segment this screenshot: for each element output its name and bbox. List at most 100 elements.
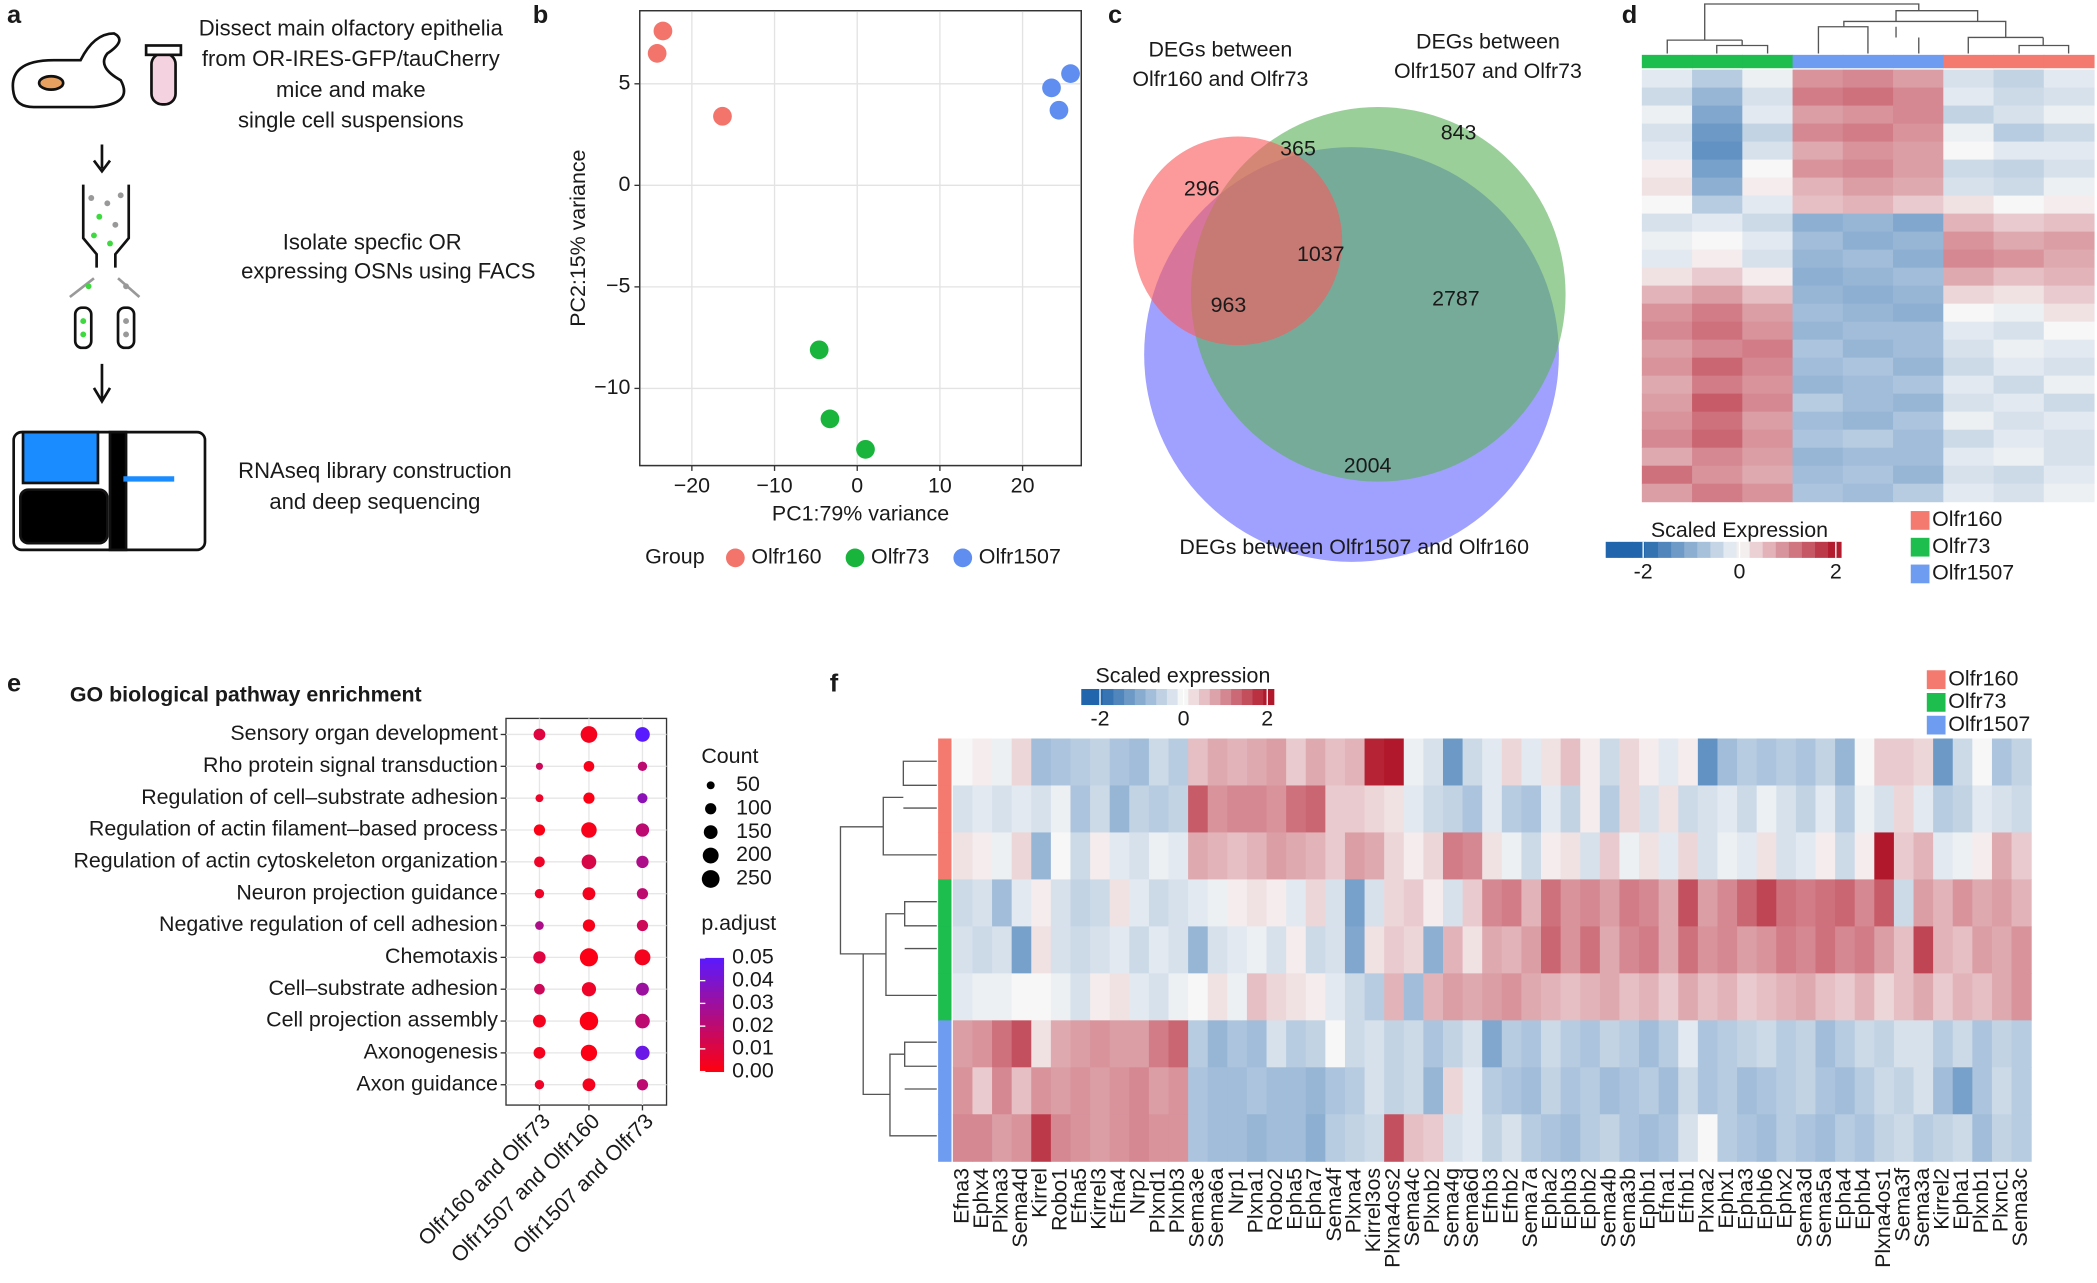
heatmap-cell <box>1011 1020 1032 1068</box>
tube <box>116 306 136 350</box>
gene-label: Epha7 <box>1302 1168 1326 1230</box>
colorbar-label: -2 <box>1634 559 1653 583</box>
colorbar-step <box>1241 688 1253 706</box>
heatmap-cell <box>1658 738 1679 787</box>
heatmap-cell <box>1641 195 1693 215</box>
colorbar-step <box>699 986 725 993</box>
heatmap-cell <box>1580 1020 1601 1068</box>
heatmap-cell <box>1742 483 1794 503</box>
heatmap-cell <box>972 832 993 880</box>
heatmap-cell <box>1384 738 1405 787</box>
heatmap-cell <box>1619 1114 1640 1162</box>
step-text: single cell suspensions <box>238 108 464 133</box>
heatmap-cell <box>1207 926 1228 974</box>
heatmap-cell <box>1070 832 1091 880</box>
heatmap-cell <box>1641 393 1693 413</box>
gene-label: Kirrel3os <box>1361 1168 1385 1252</box>
heatmap-cell <box>1874 973 1895 1021</box>
dot <box>534 888 545 899</box>
heatmap-cell <box>1639 785 1660 833</box>
step-text: and deep sequencing <box>269 489 480 514</box>
heatmap-cell <box>2011 879 2032 927</box>
heatmap-cell <box>1541 738 1562 787</box>
heatmap-cell <box>1842 177 1894 197</box>
heatmap-cell <box>1842 321 1894 341</box>
heatmap-cell <box>1658 926 1679 974</box>
heatmap-cell <box>1129 1020 1150 1068</box>
legend-title: p.adjust <box>701 911 776 935</box>
heatmap-cell <box>1207 1067 1228 1115</box>
heatmap-cell <box>1560 926 1581 974</box>
colorbar-step <box>1081 688 1093 706</box>
set-label: DEGs between Olfr1507 and Olfr160 <box>1179 535 1529 559</box>
heatmap-cell <box>1972 1067 1993 1115</box>
gene-label: Robo2 <box>1263 1168 1287 1231</box>
dot <box>635 727 650 742</box>
colorbar-label: 2 <box>1261 706 1273 730</box>
heatmap-cell <box>1266 738 1287 787</box>
heatmap-cell <box>1658 785 1679 833</box>
heatmap-cell <box>1993 321 2045 341</box>
heatmap-cell <box>1148 879 1170 927</box>
chart-title: GO biological pathway enrichment <box>70 682 422 706</box>
dot <box>583 760 595 772</box>
heatmap-cell <box>1384 926 1405 974</box>
heatmap-cell <box>1692 447 1743 467</box>
heatmap-cell <box>1943 357 1995 377</box>
heatmap-cell <box>1792 285 1844 305</box>
heatmap-cell <box>1933 926 1954 974</box>
heatmap-cell <box>1972 1020 1993 1068</box>
heatmap-cell <box>1442 785 1464 833</box>
heatmap-cell <box>1756 785 1777 833</box>
heatmap-cell <box>2043 303 2095 323</box>
heatmap-cell <box>1641 375 1693 395</box>
heatmap-cell <box>1384 785 1405 833</box>
colorbar-step <box>1263 688 1275 706</box>
heatmap-cell <box>1188 926 1209 974</box>
heatmap-cell <box>1619 785 1640 833</box>
heatmap-cell <box>1742 303 1794 323</box>
gene-label: Sema5a <box>1812 1168 1836 1248</box>
heatmap-cell <box>1913 785 1934 833</box>
heatmap-cell <box>2043 249 2095 269</box>
heatmap-cell <box>1129 832 1150 880</box>
heatmap-cell <box>1678 785 1699 833</box>
set-label: Olfr1507 and Olfr73 <box>1394 59 1582 83</box>
panel-label: a <box>7 1 22 29</box>
point <box>1042 78 1061 98</box>
heatmap-cell <box>1742 447 1794 467</box>
heatmap-cell <box>952 1067 973 1115</box>
point <box>856 439 875 459</box>
heatmap-cell <box>1893 483 1944 503</box>
heatmap-cell <box>1641 231 1693 251</box>
heatmap-cell <box>1854 1067 1875 1115</box>
heatmap-cell <box>1148 1020 1170 1068</box>
heatmap-cell <box>1423 832 1444 880</box>
heatmap-cell <box>1619 1067 1640 1115</box>
heatmap-cell <box>1943 141 1995 161</box>
heatmap-cell <box>1462 785 1483 833</box>
dot <box>582 887 596 901</box>
heatmap-cell <box>1325 738 1346 787</box>
heatmap-cell <box>1462 926 1483 974</box>
gene-label: Sema3b <box>1616 1168 1640 1248</box>
heatmap-cell <box>1286 973 1307 1021</box>
module <box>108 430 128 552</box>
heatmap-cell <box>2043 177 2095 197</box>
colorbar-step <box>699 969 725 976</box>
heatmap-cell <box>1893 321 1944 341</box>
heatmap-cell <box>1227 926 1248 974</box>
colorbar-step <box>1828 541 1842 558</box>
heatmap-cell <box>1893 267 1944 287</box>
heatmap-cell <box>1933 1114 1954 1162</box>
heatmap-cell <box>1227 879 1248 927</box>
heatmap-cell <box>2043 213 2095 233</box>
legend-swatch <box>1910 564 1930 584</box>
heatmap-cell <box>1639 973 1660 1021</box>
heatmap-cell <box>1692 87 1743 107</box>
heatmap-cell <box>1792 393 1844 413</box>
step-text: Isolate specfic OR <box>283 229 462 254</box>
heatmap-cell <box>1792 339 1844 359</box>
dot <box>535 921 544 930</box>
heatmap-cell <box>1109 879 1130 927</box>
